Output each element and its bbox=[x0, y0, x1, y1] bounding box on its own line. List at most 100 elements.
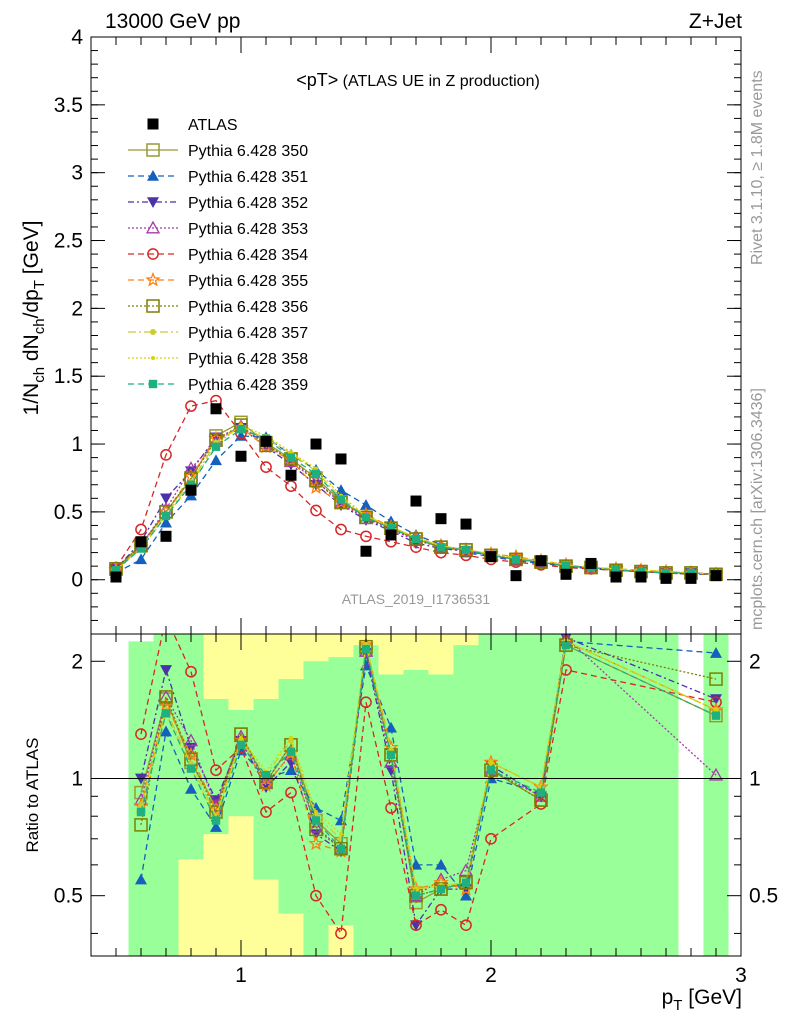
legend-label: Pythia 6.428 358 bbox=[188, 351, 308, 368]
series-9-point bbox=[436, 542, 446, 552]
y-tick-label: 0.5 bbox=[54, 501, 83, 524]
ratio-9-point bbox=[361, 644, 371, 654]
series-9-point bbox=[111, 566, 121, 575]
header-right: Z+Jet bbox=[689, 10, 742, 33]
ratio-9-point bbox=[711, 711, 721, 720]
ratio-2-point bbox=[135, 773, 147, 785]
rivet-note: Rivet 3.1.10, ≥ 1.8M events bbox=[749, 70, 766, 265]
ratio-9-point bbox=[536, 788, 546, 797]
series-9-point bbox=[361, 513, 371, 522]
legend-marker bbox=[145, 220, 161, 234]
chart-title: <pT> (ATLAS UE in Z production) bbox=[296, 70, 540, 90]
ratio-1-point bbox=[410, 858, 422, 870]
ratio-y-tick-label-right: 0.5 bbox=[749, 885, 778, 908]
band-green bbox=[603, 634, 629, 956]
series-4-point bbox=[335, 523, 347, 536]
atlas-point bbox=[185, 484, 197, 496]
ratio-5-point bbox=[308, 835, 324, 851]
band-green bbox=[278, 634, 304, 956]
atlas-point bbox=[110, 571, 122, 583]
atlas-point bbox=[310, 438, 322, 450]
y-tick-label: 1.5 bbox=[54, 365, 83, 388]
series-4-point bbox=[285, 480, 297, 492]
atlas-point bbox=[235, 450, 247, 462]
ratio-6-point bbox=[709, 672, 723, 686]
atlas-point bbox=[385, 529, 397, 541]
series-6-point bbox=[359, 510, 373, 525]
ratio-9-point bbox=[461, 878, 471, 887]
legend-label: Pythia 6.428 350 bbox=[188, 143, 308, 160]
legend-entry: Pythia 6.428 350 bbox=[128, 143, 308, 160]
atlas-point bbox=[485, 551, 497, 563]
ratio-4-point bbox=[310, 889, 322, 902]
ratio-8-point bbox=[239, 736, 243, 741]
ratio-9-point bbox=[386, 750, 396, 760]
x-axis-label: pT [GeV] bbox=[662, 986, 742, 1014]
atlas-point bbox=[435, 513, 447, 525]
atlas-point bbox=[635, 571, 647, 583]
ratio-4-point bbox=[260, 806, 272, 818]
series-2-point bbox=[210, 432, 222, 444]
ratio-3-point bbox=[708, 767, 724, 781]
atlas-point bbox=[285, 469, 297, 481]
atlas-point bbox=[210, 403, 222, 415]
ratio-y-tick-label: 0.5 bbox=[54, 885, 83, 908]
main-panel-data bbox=[108, 394, 724, 584]
series-3-point bbox=[183, 461, 199, 474]
band-green bbox=[453, 634, 479, 956]
legend-marker bbox=[151, 356, 155, 360]
ratio-9-point bbox=[211, 816, 221, 825]
chart-title-rest: (ATLAS UE in Z production) bbox=[338, 73, 540, 90]
legend-marker bbox=[148, 379, 158, 389]
band-yellow bbox=[203, 634, 229, 700]
band-yellow bbox=[328, 634, 354, 658]
legend-label: Pythia 6.428 357 bbox=[188, 325, 308, 342]
series-4-point bbox=[260, 461, 272, 473]
ratio-y-tick-label-right: 2 bbox=[749, 650, 761, 673]
band-yellow bbox=[253, 634, 279, 700]
band-green bbox=[428, 634, 454, 956]
legend-label: Pythia 6.428 352 bbox=[188, 195, 308, 212]
series-5-point bbox=[333, 494, 349, 509]
series-9-point bbox=[511, 555, 521, 564]
ratio-1-point bbox=[310, 801, 322, 813]
band-green bbox=[403, 634, 429, 956]
ratio-1-point bbox=[285, 764, 297, 776]
ratio-9-point bbox=[261, 770, 271, 780]
atlas-point bbox=[560, 568, 572, 580]
band-green bbox=[503, 634, 529, 956]
ratio-1-point bbox=[210, 821, 222, 832]
legend-marker bbox=[146, 143, 160, 157]
series-9-point bbox=[236, 424, 246, 434]
atlas-point bbox=[460, 518, 472, 530]
ratio-3-point bbox=[158, 689, 174, 703]
ratio-1-point bbox=[460, 889, 472, 901]
legend-entry: ATLAS bbox=[147, 117, 238, 134]
ratio-9-point bbox=[161, 709, 171, 718]
series-9-point bbox=[611, 566, 621, 575]
y-tick-label: 2.5 bbox=[54, 230, 83, 253]
atlas-point bbox=[260, 435, 272, 447]
atlas-point bbox=[685, 572, 697, 584]
ratio-6-point bbox=[459, 875, 473, 890]
band-green bbox=[628, 634, 654, 956]
main-panel: 0 0.5 1 1.5 2 2.5 3 3.5 4 13000 GeV pp Z+Jet <pT… bbox=[20, 10, 742, 635]
band-green bbox=[328, 634, 354, 956]
ratio-line-4 bbox=[140, 634, 717, 936]
ratio-4-point bbox=[335, 927, 347, 940]
ratio-1-point bbox=[385, 721, 397, 733]
series-9-point bbox=[286, 453, 296, 462]
band-green bbox=[378, 634, 404, 956]
mcplots-note: mcplots.cern.ch [arXiv:1306.3436] bbox=[749, 388, 766, 630]
ratio-4-point bbox=[185, 665, 197, 678]
ratio-9-point bbox=[336, 844, 346, 853]
band-green bbox=[553, 634, 579, 956]
series-4-point bbox=[135, 523, 147, 536]
band-green bbox=[703, 634, 729, 956]
ratio-y-tick-label: 1 bbox=[71, 767, 83, 790]
legend-label: Pythia 6.428 356 bbox=[188, 299, 308, 316]
legend-label: Pythia 6.428 359 bbox=[188, 377, 308, 394]
band-green bbox=[653, 634, 679, 956]
legend-entry: Pythia 6.428 351 bbox=[128, 169, 308, 186]
